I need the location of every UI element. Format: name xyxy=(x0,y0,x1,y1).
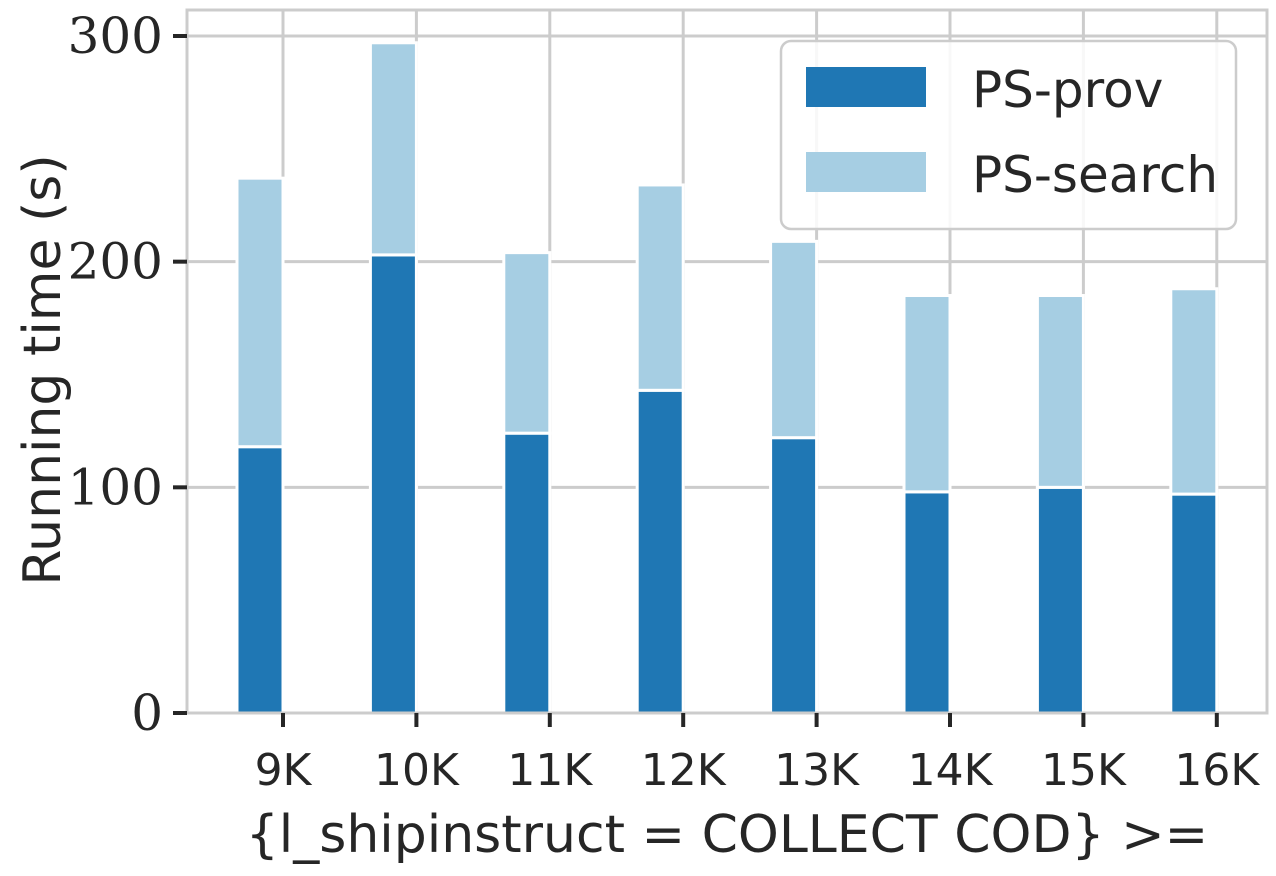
bar-ps-search xyxy=(769,239,819,440)
bar-ps-prov xyxy=(502,431,552,715)
bar-ps-prov xyxy=(1035,485,1085,715)
x-tick-label: 16K xyxy=(1174,745,1260,796)
bar-ps-search xyxy=(1035,294,1085,489)
y-axis-title: Running time (s) xyxy=(13,154,73,585)
x-axis-title: {l_shipinstruct = COLLECT COD} >= xyxy=(246,805,1209,865)
bar-ps-prov xyxy=(902,490,952,715)
x-tick-label: 9K xyxy=(255,745,313,796)
x-tick-label: 12K xyxy=(641,745,727,796)
bar-ps-prov xyxy=(235,445,285,715)
bar-ps-search xyxy=(502,251,552,435)
legend-label-ps-prov: PS-prov xyxy=(972,61,1163,119)
bar-ps-search xyxy=(902,294,952,494)
bar-ps-prov xyxy=(1169,492,1219,715)
x-tick-label: 13K xyxy=(774,745,860,796)
bar-ps-prov xyxy=(368,253,418,715)
bar-ps-search xyxy=(635,183,685,392)
legend-swatch-ps-search xyxy=(806,152,926,192)
y-tick-label: 300 xyxy=(68,7,163,65)
x-tick-label: 15K xyxy=(1041,745,1127,796)
plot-area-frame xyxy=(185,8,1269,715)
bar-ps-search xyxy=(1169,287,1219,496)
bar-ps-prov xyxy=(769,436,819,715)
y-tick-label: 0 xyxy=(131,684,163,742)
y-tick-label: 100 xyxy=(68,458,163,516)
legend: PS-prov PS-search xyxy=(779,39,1238,231)
axis-ticks: 0 100 200 300 9K 10K 11K 12K 13K 14K 15K 16K xyxy=(68,7,1261,796)
bar-ps-search xyxy=(235,176,285,449)
legend-swatch-ps-prov xyxy=(806,67,926,107)
bar-ps-search xyxy=(368,41,418,257)
legend-label-ps-search: PS-search xyxy=(972,146,1218,204)
x-tick-label: 14K xyxy=(908,745,994,796)
bars xyxy=(235,41,1219,715)
x-tick-label: 10K xyxy=(374,745,460,796)
y-tick-label: 200 xyxy=(68,233,163,291)
x-tick-label: 11K xyxy=(507,745,593,796)
bar-ps-prov xyxy=(635,388,685,715)
